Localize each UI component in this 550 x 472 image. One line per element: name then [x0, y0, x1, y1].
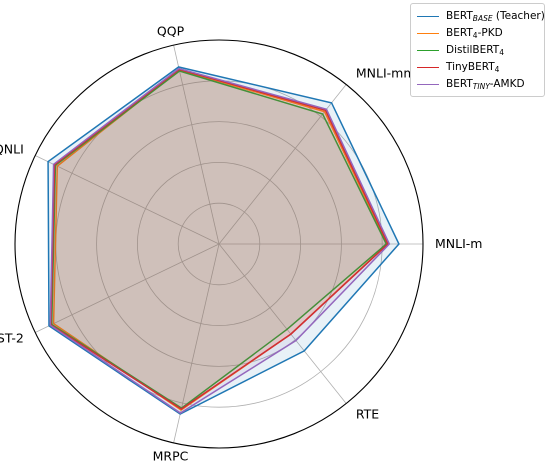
legend-label-5: BERTTINY-AMKD — [446, 78, 525, 91]
legend-swatch-2 — [417, 33, 439, 34]
legend-swatch-4 — [417, 67, 439, 68]
axis-label-mrpc: MRPC — [153, 449, 189, 464]
grid-spoke-5 — [35, 243, 220, 333]
axis-label-sst-2: SST-2 — [0, 331, 24, 346]
legend-label-4: TinyBERT4 — [446, 61, 500, 74]
axis-label-mnli-mm: MNLI-mm — [356, 66, 416, 81]
legend-swatch-3 — [417, 50, 439, 51]
legend-entry-1: BERTBASE (Teacher) — [417, 8, 545, 25]
polar-frame — [14, 39, 424, 449]
legend-label-3: DistilBERT4 — [446, 44, 504, 57]
axis-label-mnli-m: MNLI-m — [435, 236, 482, 251]
series-5-polygon — [49, 67, 391, 414]
axis-label-rte: RTE — [356, 406, 379, 421]
chart-legend: BERTBASE (Teacher) BERT4-PKD DistilBERT4 Ti… — [410, 3, 545, 97]
grid-spoke-7 — [218, 243, 347, 404]
legend-label-1: BERTBASE (Teacher) — [446, 10, 545, 23]
grid-spoke-4 — [35, 155, 220, 245]
axis-label-qqp: QQP — [157, 24, 185, 39]
legend-entry-3: DistilBERT4 — [417, 42, 538, 59]
legend-label-2: BERT4-PKD — [446, 27, 503, 40]
legend-swatch-1 — [417, 16, 439, 17]
legend-swatch-5 — [417, 84, 439, 85]
grid-spoke-3 — [173, 45, 220, 245]
series-3-polygon — [50, 70, 388, 409]
legend-entry-2: BERT4-PKD — [417, 25, 538, 42]
axis-label-qnli: QNLI — [0, 141, 24, 156]
series-1-polygon — [47, 66, 400, 415]
legend-entry-5: BERTTINY-AMKD — [417, 76, 538, 93]
legend-entry-4: TinyBERT4 — [417, 59, 538, 76]
